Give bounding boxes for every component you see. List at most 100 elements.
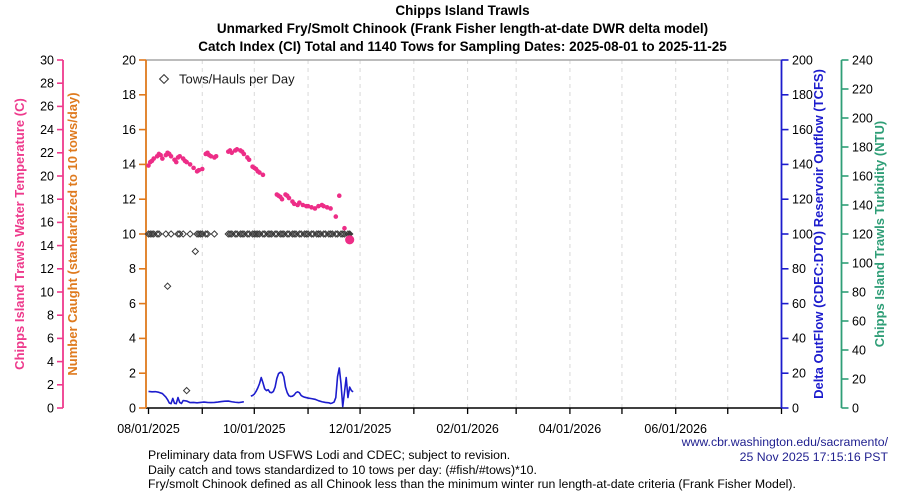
tows-diamond-marker	[210, 230, 219, 238]
tows-diamond-marker	[331, 230, 340, 238]
temperature-point	[213, 153, 219, 159]
y-tick-label-outflow: 100	[792, 227, 813, 241]
y-tick-label-temp: 2	[47, 378, 54, 392]
x-tick-label: 10/01/2025	[223, 422, 286, 436]
temperature-point	[305, 203, 311, 209]
y-tick-label-outflow: 80	[792, 262, 806, 276]
axis-title-delta-outflow: Delta OutFlow (CDEC:DTO) Reservoir Outfl…	[811, 69, 826, 399]
temperature-point	[229, 150, 235, 156]
footer-note-line: Preliminary data from USFWS Lodi and CDE…	[148, 448, 511, 462]
temperature-point	[286, 195, 292, 201]
footer-source: www.cbr.washington.edu/sacramento/ 25 No…	[682, 435, 888, 464]
tows-diamond-marker	[283, 230, 292, 238]
timestamp: 25 Nov 2025 17:15:16 PST	[739, 449, 888, 464]
y-tick-label-outflow: 200	[792, 53, 813, 67]
temperature-point	[184, 159, 189, 165]
temperature-point	[291, 201, 297, 207]
temperature-point	[333, 214, 339, 219]
temperature-point	[196, 167, 202, 173]
y-tick-label-outflow: 180	[792, 88, 813, 102]
temperature-point	[309, 205, 314, 210]
temperature-point	[177, 153, 183, 159]
y-tick-label-caught: 16	[122, 123, 136, 137]
chart-title: Chipps Island Trawls	[395, 3, 530, 18]
y-tick-label-temp: 18	[40, 193, 54, 207]
tows-diamond-marker	[186, 230, 194, 238]
y-tick-label-outflow: 160	[792, 123, 813, 137]
tows-diamond-marker	[307, 230, 316, 238]
y-tick-label-turbidity: 100	[852, 256, 873, 270]
tows-diamond-marker	[201, 230, 210, 238]
tows-diamond-marker	[163, 282, 172, 291]
tows-diamond-marker	[196, 230, 205, 238]
y-tick-label-turbidity: 40	[852, 343, 866, 357]
tows-diamond-marker	[326, 230, 335, 238]
plot-area: 08/01/2025 10/01/2025 12/01/2025 02/01/2026…	[40, 53, 873, 436]
y-tick-label-temp: 12	[40, 262, 54, 276]
y-tick-label-temp: 16	[40, 216, 54, 230]
tows-diamond-marker	[278, 230, 286, 238]
chart-subtitle-dates: Catch Index (CI) Total and 1140 Tows for…	[198, 39, 727, 54]
tows-diamond-marker	[162, 230, 170, 238]
y-tick-label-temp: 26	[40, 100, 54, 114]
tows-diamond-marker	[290, 230, 298, 238]
tows-diamond-marker	[226, 230, 234, 238]
tows-diamond-marker	[238, 230, 246, 238]
temperature-point	[160, 156, 165, 161]
temperature-point	[146, 163, 151, 168]
y-tick-label-turbidity: 120	[852, 227, 873, 241]
temperature-point	[246, 157, 252, 163]
y-tick-label-caught: 8	[129, 262, 136, 276]
y-tick-label-temp: 24	[40, 123, 54, 137]
cbr-link[interactable]: www.cbr.washington.edu/sacramento/	[681, 435, 888, 449]
y-tick-label-temp: 14	[40, 239, 54, 253]
temperature-point	[336, 193, 342, 199]
tows-diamond-marker	[203, 230, 212, 238]
y-tick-label-caught: 4	[129, 332, 136, 346]
y-tick-label-turbidity: 240	[852, 53, 873, 67]
y-tick-label-caught: 10	[122, 227, 136, 241]
temperature-point	[300, 202, 306, 208]
y-tick-label-temp: 4	[47, 355, 54, 369]
x-tick-label: 02/01/2026	[436, 422, 499, 436]
footer-note-line: Daily catch and tows standardized to 10 …	[148, 462, 537, 477]
y-tick-label-turbidity: 80	[852, 285, 866, 299]
temperature-point	[191, 165, 196, 171]
y-tick-label-turbidity: 140	[852, 198, 873, 212]
x-tick-label: 06/01/2026	[644, 422, 707, 436]
temperature-point	[260, 172, 266, 178]
x-tick-label: 12/01/2025	[329, 422, 392, 436]
y-tick-label-temp: 0	[47, 401, 54, 415]
tows-diamond-marker	[191, 247, 200, 256]
temperature-point	[187, 162, 193, 167]
temperature-point	[312, 206, 318, 211]
temperature-point	[345, 235, 355, 245]
y-tick-label-caught: 12	[122, 193, 136, 207]
tows-diamond-marker	[266, 230, 274, 238]
y-tick-label-outflow: 120	[792, 193, 813, 207]
y-tick-label-temp: 8	[47, 309, 54, 323]
tows-diamond-marker	[314, 230, 323, 238]
tows-diamond-marker	[182, 386, 191, 395]
y-tick-label-temp: 6	[47, 332, 54, 346]
tows-diamond-marker	[259, 230, 267, 238]
temperature-point	[234, 147, 240, 152]
temperature-point	[173, 159, 179, 165]
y-tick-label-caught: 6	[129, 297, 136, 311]
y-tick-label-turbidity: 20	[852, 372, 866, 386]
y-tick-label-temp: 28	[40, 77, 54, 91]
tows-diamond-marker	[319, 230, 328, 238]
y-tick-label-turbidity: 60	[852, 314, 866, 328]
y-tick-label-caught: 14	[122, 158, 136, 172]
y-tick-label-turbidity: 180	[852, 140, 873, 154]
temperature-point	[321, 203, 326, 209]
legend: Tows/Hauls per Day	[158, 72, 295, 87]
tows-diamond-marker	[153, 230, 161, 238]
tows-diamond-marker	[338, 230, 347, 238]
y-tick-label-turbidity: 220	[852, 82, 873, 96]
temperature-point	[168, 153, 174, 159]
tows-diamond-marker	[302, 230, 311, 238]
y-tick-label-outflow: 40	[792, 332, 806, 346]
y-tick-label-turbidity: 200	[852, 111, 873, 125]
